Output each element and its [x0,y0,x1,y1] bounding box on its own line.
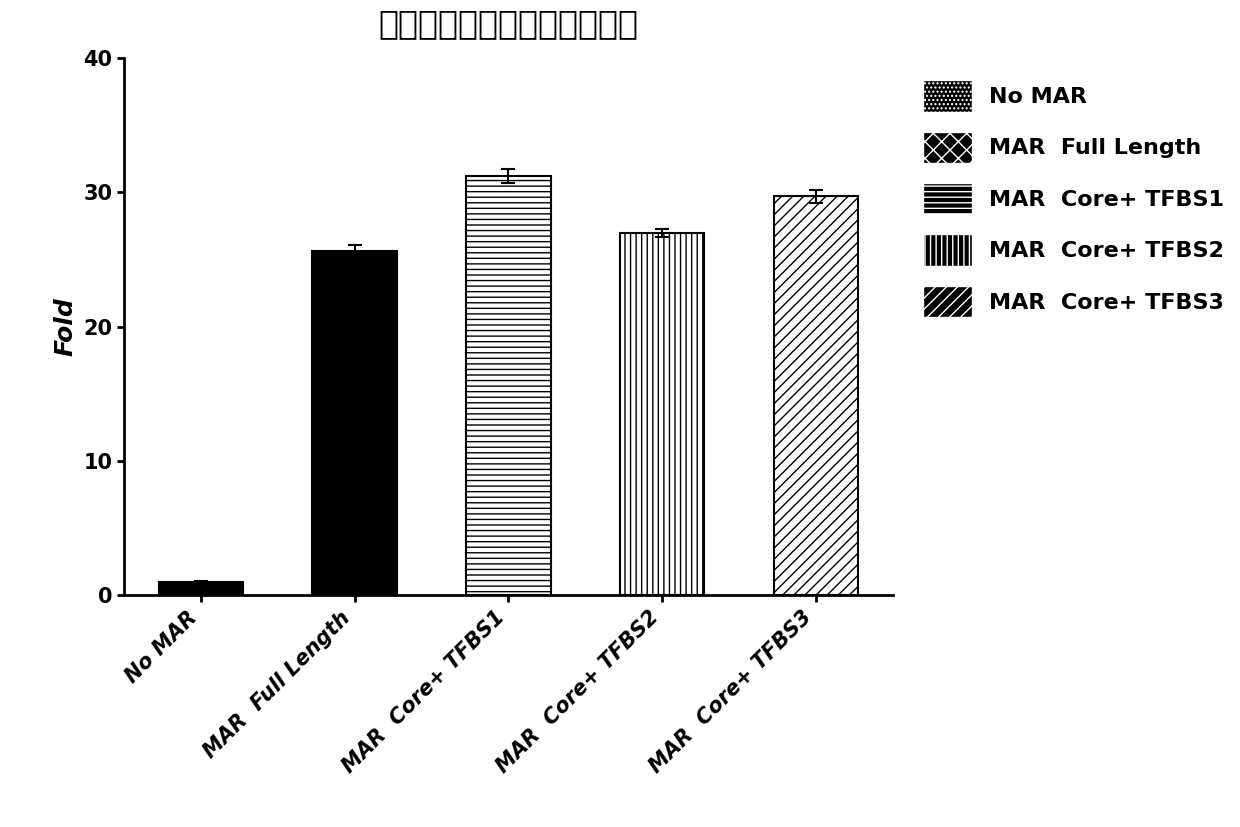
Bar [620,232,704,595]
Bar [774,196,858,595]
Title: 绿荧光蛋白高表达细胞株比例: 绿荧光蛋白高表达细胞株比例 [378,7,639,40]
Bar [159,582,243,595]
Y-axis label: Fold: Fold [53,297,78,356]
Bar [466,176,551,595]
Legend: No MAR, MAR  Full Length, MAR  Core+ TFBS1, MAR  Core+ TFBS2, MAR  Core+ TFBS3: No MAR, MAR Full Length, MAR Core+ TFBS1… [911,69,1235,328]
Bar [312,251,397,595]
